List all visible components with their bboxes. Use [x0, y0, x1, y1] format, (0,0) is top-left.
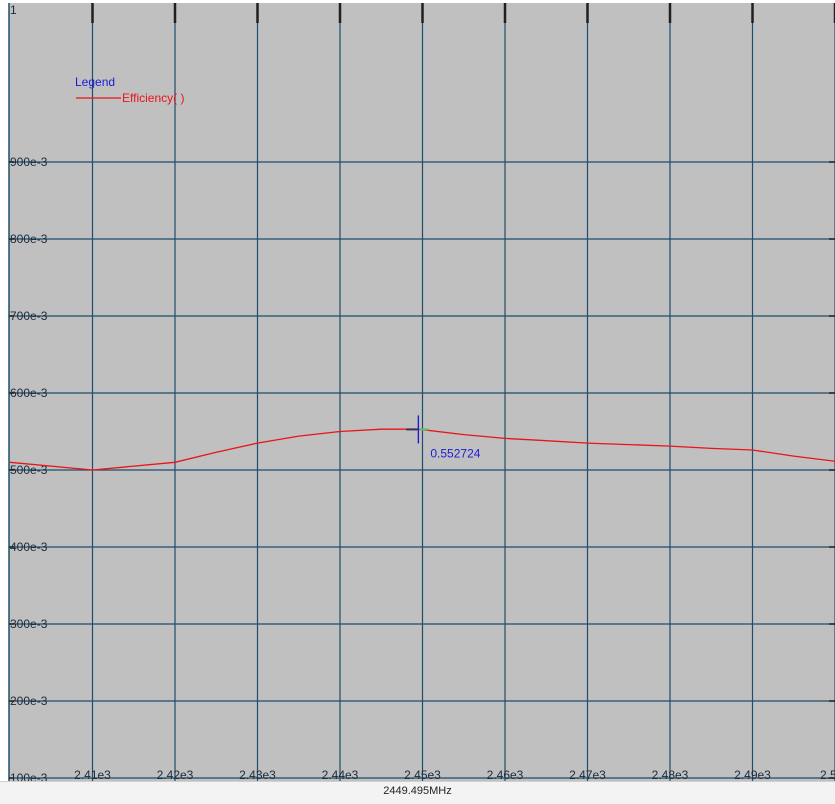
y-tick-label: 300e-3	[10, 617, 48, 631]
x-tick-label: 2.42e3	[157, 768, 194, 782]
marker-value-label: 0.552724	[430, 446, 480, 460]
x-tick-label: 2.48e3	[652, 768, 689, 782]
y-tick-label: 900e-3	[10, 155, 48, 169]
y-tick-label: 400e-3	[10, 540, 48, 554]
corner-label: 1	[10, 3, 17, 17]
series-line-efficiency	[9, 428, 835, 471]
x-tick-label: 2.46e3	[487, 768, 524, 782]
y-tick-label: 200e-3	[10, 694, 48, 708]
legend: Legend Efficiency( )	[75, 75, 184, 105]
status-bar: 2449.495MHz	[0, 781, 835, 804]
legend-entry-efficiency: Efficiency( )	[122, 91, 184, 105]
cursor-frequency-readout: 2449.495MHz	[383, 785, 452, 797]
x-tick-label: 2.41e3	[74, 768, 111, 782]
legend-title: Legend	[75, 75, 115, 89]
x-tick-label: 2.5e3	[820, 768, 835, 782]
y-tick-label: 700e-3	[10, 309, 48, 323]
x-tick-label: 2.49e3	[734, 768, 771, 782]
x-tick-label: 2.45e3	[404, 768, 441, 782]
y-tick-label: 500e-3	[10, 463, 48, 477]
x-tick-label: 2.47e3	[569, 768, 606, 782]
x-tick-label: 2.43e3	[239, 768, 276, 782]
y-tick-label: 600e-3	[10, 386, 48, 400]
x-tick-label: 2.44e3	[322, 768, 359, 782]
y-tick-label: 800e-3	[10, 232, 48, 246]
